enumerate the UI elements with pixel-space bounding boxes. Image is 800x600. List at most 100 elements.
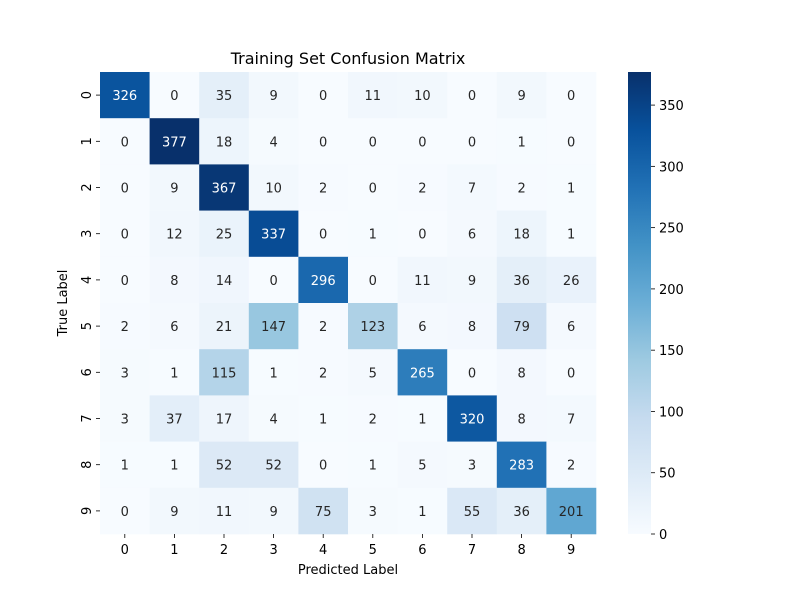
y-tick-label: 8 xyxy=(80,461,95,469)
x-tick-label: 7 xyxy=(468,543,476,558)
cell-value-label: 0 xyxy=(121,228,129,243)
heatmap-cell xyxy=(496,349,547,396)
heatmap-cell xyxy=(298,303,349,350)
heatmap-cell xyxy=(100,349,150,396)
cell-value-label: 2 xyxy=(121,320,129,335)
heatmap-cell xyxy=(496,395,547,442)
heatmap-cell xyxy=(348,487,398,535)
cell-value-label: 11 xyxy=(365,89,382,104)
heatmap-cell xyxy=(397,441,448,489)
heatmap-cell xyxy=(348,256,398,304)
heatmap-cell xyxy=(248,164,299,211)
cell-value-label: 9 xyxy=(269,89,277,104)
cell-value-label: 75 xyxy=(315,505,332,520)
colorbar-tick-label: 50 xyxy=(659,467,676,482)
cell-value-label: 0 xyxy=(468,366,476,381)
heatmap-cell xyxy=(149,256,200,304)
heatmap-cell xyxy=(149,441,200,489)
heatmap-cell xyxy=(546,72,597,119)
cell-value-label: 7 xyxy=(567,413,575,428)
cell-value-label: 35 xyxy=(216,89,233,104)
heatmap-cell xyxy=(248,256,299,304)
cell-value-label: 265 xyxy=(410,366,435,381)
heatmap-cell xyxy=(248,72,299,119)
heatmap-cell xyxy=(397,210,448,258)
cell-value-label: 377 xyxy=(162,135,187,150)
heatmap-cell xyxy=(496,164,547,211)
heatmap-cell xyxy=(248,441,299,489)
cell-value-label: 52 xyxy=(216,459,233,474)
y-tick-label: 6 xyxy=(80,368,95,376)
cell-value-label: 26 xyxy=(563,274,580,289)
cell-value-label: 6 xyxy=(567,320,575,335)
y-tick-label: 5 xyxy=(80,322,95,330)
cell-value-label: 0 xyxy=(319,135,327,150)
heatmap-cell xyxy=(447,395,498,442)
cell-value-label: 18 xyxy=(216,135,233,150)
heatmap-cell xyxy=(298,210,349,258)
x-tick-label: 0 xyxy=(121,543,129,558)
cell-value-label: 2 xyxy=(369,413,377,428)
heatmap-cell xyxy=(447,441,498,489)
cell-value-label: 1 xyxy=(369,228,377,243)
heatmap-cell xyxy=(496,487,547,535)
heatmap-cells: 326 0 35 9 0 11 10 0 9 00 377 18 4 0 0 0 0 1 00 9 367 10 2 0 2 7 2… xyxy=(100,72,597,535)
cell-value-label: 1 xyxy=(170,366,178,381)
heatmap-cell xyxy=(298,349,349,396)
cell-value-label: 2 xyxy=(319,366,327,381)
heatmap-cell xyxy=(149,303,200,350)
x-tick-label: 5 xyxy=(369,543,377,558)
colorbar-tick-label: 300 xyxy=(659,160,684,175)
x-axis-label: Predicted Label xyxy=(298,563,398,578)
heatmap-cell xyxy=(298,487,349,535)
cell-value-label: 9 xyxy=(269,505,277,520)
heatmap-cell xyxy=(199,72,250,119)
cell-value-label: 0 xyxy=(468,89,476,104)
x-tick-label: 3 xyxy=(269,543,277,558)
heatmap-cell xyxy=(298,164,349,211)
heatmap-cell xyxy=(546,164,597,211)
cell-value-label: 9 xyxy=(170,505,178,520)
cell-value-label: 55 xyxy=(464,505,481,520)
cell-value-label: 9 xyxy=(517,89,525,104)
heatmap-cell xyxy=(348,303,398,350)
y-tick-label: 4 xyxy=(80,276,95,284)
colorbar-tick-label: 150 xyxy=(659,344,684,359)
y-tick-label: 0 xyxy=(80,91,95,99)
cell-value-label: 2 xyxy=(319,182,327,197)
heatmap-cell xyxy=(100,441,150,489)
cell-value-label: 201 xyxy=(559,505,584,520)
x-tick-label: 8 xyxy=(517,543,525,558)
heatmap-cell xyxy=(100,210,150,258)
y-tick-label: 2 xyxy=(80,183,95,191)
heatmap-cell xyxy=(100,118,150,165)
cell-value-label: 10 xyxy=(414,89,431,104)
cell-value-label: 8 xyxy=(517,413,525,428)
cell-value-label: 0 xyxy=(567,135,575,150)
cell-value-label: 4 xyxy=(269,413,277,428)
heatmap-cell xyxy=(298,441,349,489)
cell-value-label: 367 xyxy=(212,182,237,197)
heatmap-cell xyxy=(397,487,448,535)
heatmap-cell xyxy=(496,256,547,304)
heatmap-cell xyxy=(447,118,498,165)
cell-value-label: 36 xyxy=(513,505,530,520)
heatmap-cell xyxy=(100,72,150,119)
heatmap-cell xyxy=(447,303,498,350)
cell-value-label: 3 xyxy=(468,459,476,474)
heatmap-cell xyxy=(447,349,498,396)
heatmap-cell xyxy=(199,210,250,258)
cell-value-label: 337 xyxy=(261,228,286,243)
cell-value-label: 0 xyxy=(369,274,377,289)
cell-value-label: 11 xyxy=(414,274,431,289)
cell-value-label: 17 xyxy=(216,413,233,428)
heatmap-cell xyxy=(149,164,200,211)
cell-value-label: 14 xyxy=(216,274,233,289)
cell-value-label: 8 xyxy=(468,320,476,335)
cell-value-label: 1 xyxy=(567,228,575,243)
heatmap-cell xyxy=(496,72,547,119)
heatmap-cell xyxy=(100,164,150,211)
heatmap-cell xyxy=(546,349,597,396)
heatmap-cell xyxy=(248,303,299,350)
heatmap-cell xyxy=(149,118,200,165)
